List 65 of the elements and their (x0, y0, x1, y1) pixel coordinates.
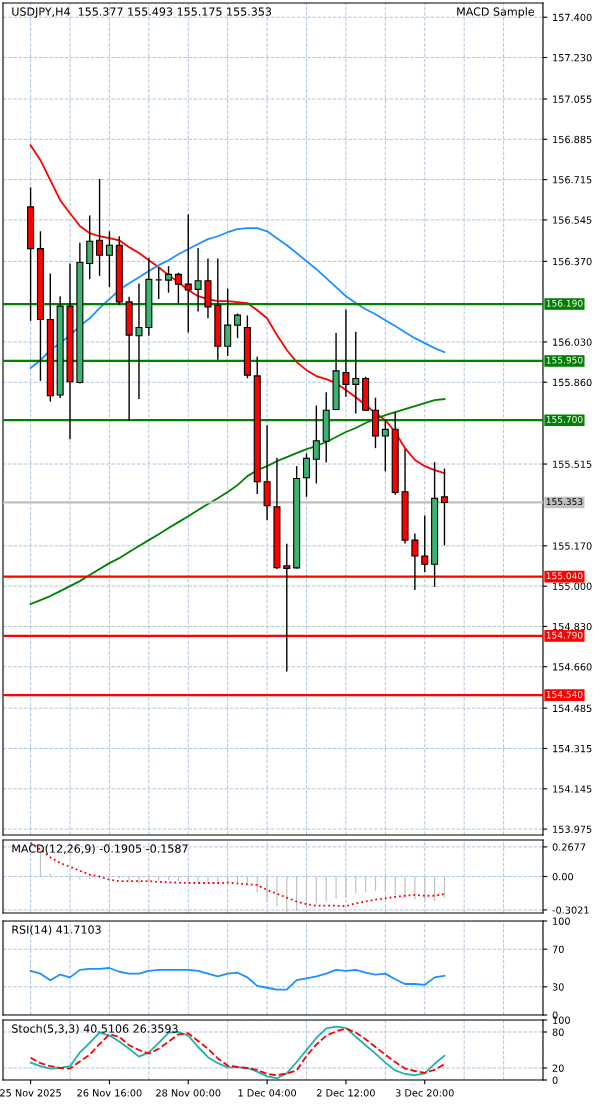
y-tick-label: 100 (553, 917, 570, 925)
candlestick (312, 405, 320, 484)
ref-line-label: 155.950 (546, 356, 583, 364)
y-tick-label: 157.055 (553, 95, 592, 103)
candlestick (86, 215, 94, 280)
x-tick-label: 26 Nov 16:00 (77, 1089, 142, 1097)
y-tick-label: 153.975 (553, 825, 592, 833)
text: MACD Sample (457, 7, 535, 18)
y-tick-label: 157.400 (553, 13, 592, 22)
y-tick-label: 155.515 (553, 460, 592, 468)
y-tick-label: 155.170 (553, 542, 592, 550)
y-tick-label: 0 (552, 1076, 558, 1084)
y-tick-label: 0.2677 (552, 843, 586, 851)
x-tick-label: 1 Dec 04:00 (238, 1089, 297, 1097)
candlestick (184, 214, 192, 333)
y-tick-label: 155.000 (553, 582, 592, 590)
y-tick-label: 20 (552, 1064, 564, 1072)
y-tick-label: 154.660 (553, 663, 592, 671)
y-tick-label: 156.370 (553, 257, 592, 266)
ref-line-label: 154.540 (546, 690, 583, 698)
line-series (29, 967, 446, 991)
chart-title: MACD(12,26,9) -0.1905 -0.1587 (12, 844, 188, 855)
x-tick-label: 3 Dec 20:00 (395, 1089, 454, 1097)
y-tick-label: 157.230 (553, 54, 592, 62)
y-tick-label: 154.315 (553, 744, 592, 753)
ref-line-label: 155.040 (546, 572, 583, 580)
candlestick (342, 309, 350, 397)
chart-title: USDJPY,H4 155.377 155.493 155.175 155.353 (12, 7, 272, 18)
candlestick (352, 331, 360, 414)
candlestick (96, 178, 104, 276)
chart-title: Stoch(5,3,3) 40.5106 26.3593 (12, 1024, 178, 1035)
line-series (29, 227, 446, 369)
y-tick-label: 156.885 (553, 135, 592, 144)
candlestick (421, 515, 429, 573)
y-tick-label: 156.715 (553, 176, 592, 184)
y-tick-label: 154.830 (553, 622, 592, 631)
y-tick-label: 156.030 (553, 338, 592, 346)
ref-line-label: 155.700 (546, 415, 583, 423)
y-tick-label: 156.545 (553, 216, 592, 224)
y-tick-label: 30 (552, 983, 564, 991)
candlestick (155, 267, 163, 300)
y-tick-label: 154.145 (553, 785, 592, 793)
candlestick (302, 453, 311, 497)
candlestick (165, 266, 173, 293)
y-tick-label: 0.00 (552, 872, 574, 881)
ref-line-label: 156.190 (546, 299, 583, 307)
candlestick (174, 272, 182, 305)
ref-line-label: 154.790 (546, 631, 583, 639)
candlestick (224, 288, 232, 356)
y-tick-label: 154.485 (553, 704, 592, 713)
chart-title: RSI(14) 41.7103 (12, 925, 101, 936)
x-tick-label: 25 Nov 2025 (0, 1089, 61, 1097)
y-tick-label: 70 (552, 945, 564, 954)
candlestick (381, 419, 389, 472)
candlestick (234, 313, 242, 339)
candlestick (105, 231, 113, 287)
y-tick-label: 155.860 (553, 378, 592, 387)
y-tick-label: 80 (552, 1028, 564, 1036)
y-tick-label: -0.3021 (552, 906, 589, 914)
ref-line-label: 155.353 (546, 498, 583, 506)
candlestick (263, 425, 271, 521)
candlestick (135, 283, 143, 400)
x-tick-label: 28 Nov 00:00 (156, 1089, 221, 1097)
x-tick-label: 2 Dec 12:00 (317, 1089, 375, 1097)
candlestick (194, 247, 202, 312)
